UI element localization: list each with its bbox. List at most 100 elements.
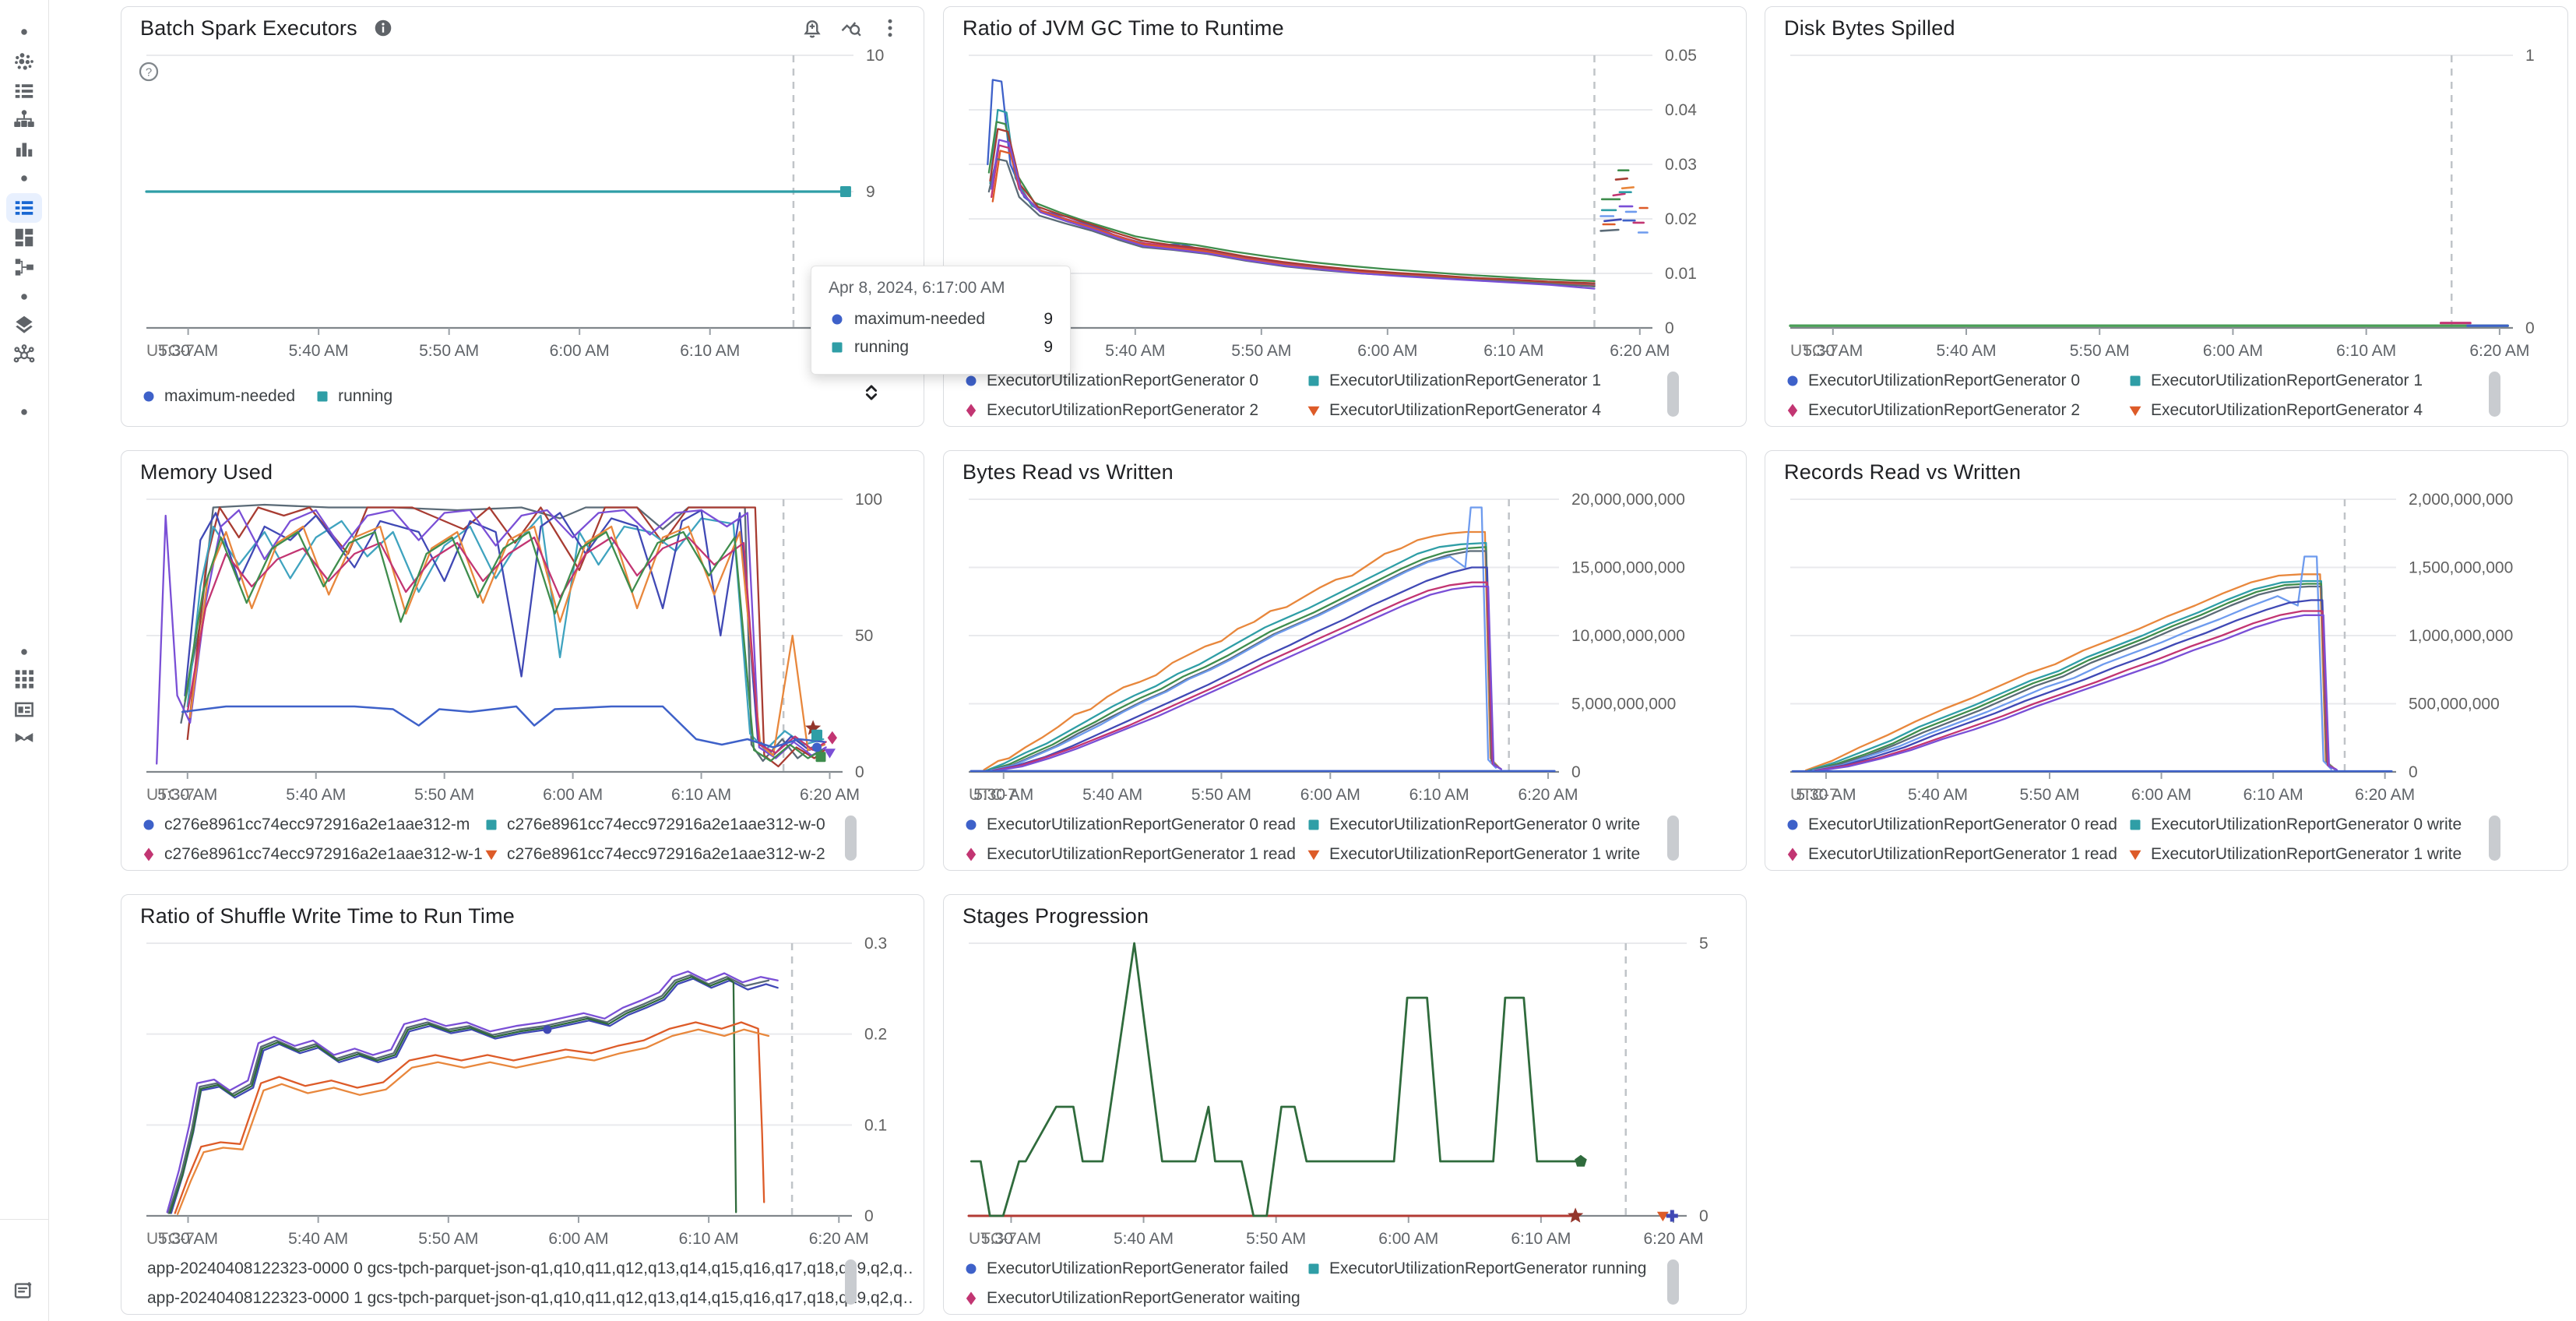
legend-label: app-20240408122323-0000 1 gcs-tpch-parqu…	[147, 1289, 915, 1307]
chart-plot-area[interactable]: 1 0 5:30 AM 5:40 AM 5:50 AM 6:00 AM 6:10 AM 6:2…	[1784, 47, 2550, 368]
legend-item[interactable]: ExecutorUtilizationReportGenerator 1 rea…	[962, 845, 1296, 864]
legend-item[interactable]: ExecutorUtilizationReportGenerator 1 wri…	[2127, 845, 2462, 864]
legend-item[interactable]: ExecutorUtilizationReportGenerator 1 rea…	[1784, 845, 2117, 864]
legend-expand-control[interactable]	[860, 381, 883, 408]
legend-item[interactable]: c276e8961cc74ecc972916a2e1aae312-w-0	[483, 815, 825, 834]
legend-item[interactable]: maximum-needed	[140, 387, 295, 406]
legend-item[interactable]: ExecutorUtilizationReportGenerator 0	[1784, 372, 2080, 390]
legend-item[interactable]: ExecutorUtilizationReportGenerator 4	[2127, 401, 2423, 420]
sidebar-item-list-selected[interactable]	[6, 193, 42, 223]
legend-scrollbar-thumb[interactable]	[1667, 815, 1679, 861]
more-vert-button[interactable]	[875, 13, 905, 43]
svg-text:UTC-7: UTC-7	[969, 786, 1017, 804]
sidebar-item-grid-squares[interactable]	[6, 664, 42, 693]
legend-item[interactable]: c276e8961cc74ecc972916a2e1aae312-m	[140, 815, 470, 834]
svg-text:0: 0	[855, 763, 864, 781]
sidebar-item-org-tree[interactable]	[6, 104, 42, 134]
sidebar-item-bowtie[interactable]	[6, 723, 42, 752]
legend-item[interactable]: app-20240408122323-0000 0 gcs-tpch-parqu…	[140, 1259, 915, 1278]
legend-row: ExecutorUtilizationReportGenerator 0 rea…	[962, 815, 1727, 836]
legend-item[interactable]: ExecutorUtilizationReportGenerator runni…	[1305, 1259, 1646, 1278]
svg-text:5:40 AM: 5:40 AM	[1082, 786, 1142, 804]
help-button[interactable]: ?	[137, 60, 160, 87]
legend-label: ExecutorUtilizationReportGenerator 1 rea…	[987, 845, 1296, 863]
legend-item[interactable]: app-20240408122323-0000 1 gcs-tpch-parqu…	[140, 1289, 915, 1308]
svg-text:5:50 AM: 5:50 AM	[2070, 342, 2130, 360]
legend-item[interactable]: ExecutorUtilizationReportGenerator faile…	[962, 1259, 1289, 1278]
legend-item[interactable]: ExecutorUtilizationReportGenerator 2	[962, 401, 1258, 420]
legend-scrollbar-thumb[interactable]	[2489, 815, 2500, 861]
legend-scrollbar-thumb[interactable]	[1667, 372, 1679, 417]
sidebar-item-dot[interactable]	[6, 397, 42, 427]
legend-item[interactable]: ExecutorUtilizationReportGenerator 1 wri…	[1305, 845, 1640, 864]
chart-canvas[interactable]: 2,000,000,000 1,500,000,000 1,000,000,000 5…	[1784, 491, 2550, 812]
sidebar-item-metrics-dots[interactable]	[6, 47, 42, 76]
legend-scrollbar-thumb[interactable]	[845, 1259, 857, 1305]
legend-label: ExecutorUtilizationReportGenerator 0	[987, 372, 1259, 389]
chart-legend: ExecutorUtilizationReportGenerator 0 Exec…	[962, 368, 1727, 424]
legend-item[interactable]: ExecutorUtilizationReportGenerator 0 wri…	[2127, 815, 2462, 834]
network-hub-icon	[13, 344, 35, 363]
sidebar-item-compose[interactable]	[6, 1276, 42, 1305]
sidebar-item-layers-diamond[interactable]	[6, 310, 42, 340]
legend-symbol-diamond	[1787, 847, 1798, 861]
chart-canvas[interactable]: 0.3 0.2 0.1 0 5:30 AM 5:40 AM 5:50 AM 6:00 AM 6:…	[140, 935, 906, 1256]
legend-item[interactable]: ExecutorUtilizationReportGenerator 1	[1305, 372, 1601, 390]
info-icon-button[interactable]	[368, 13, 398, 43]
legend-item[interactable]: ExecutorUtilizationReportGenerator waiti…	[962, 1289, 1300, 1308]
sidebar-item-card-view[interactable]	[6, 695, 42, 724]
sidebar-item-dashboard-blocks[interactable]	[6, 223, 42, 252]
legend-item[interactable]: ExecutorUtilizationReportGenerator 0 rea…	[1784, 815, 2117, 834]
chart-plot-area[interactable]: 10985:30 AM5:40 AM5:50 AM6:00 AM6:10 AM6…	[140, 47, 906, 368]
sidebar-item-dot[interactable]	[6, 164, 42, 193]
legend-item[interactable]: ExecutorUtilizationReportGenerator 0	[962, 372, 1258, 390]
sidebar-item-list[interactable]	[6, 76, 42, 106]
chart-plot-area[interactable]: 0.3 0.2 0.1 0 5:30 AM 5:40 AM 5:50 AM 6:00 AM 6:…	[140, 935, 906, 1256]
legend-symbol-circle	[966, 819, 977, 830]
chart-canvas[interactable]: 1 0 5:30 AM 5:40 AM 5:50 AM 6:00 AM 6:10 AM 6:2…	[1784, 47, 2550, 368]
legend-item[interactable]: ExecutorUtilizationReportGenerator 0 wri…	[1305, 815, 1640, 834]
chart-canvas[interactable]: 100 50 0 5:30 AM 5:40 AM 5:50 AM 6:00 AM 6:10 A…	[140, 491, 906, 812]
chart-plot-area[interactable]: 2,000,000,000 1,500,000,000 1,000,000,000 5…	[1784, 491, 2550, 812]
dot-icon	[21, 29, 27, 35]
svg-text:5:30 AM: 5:30 AM	[1796, 786, 1856, 804]
legend-symbol-circle	[143, 391, 154, 402]
chart-canvas[interactable]: 20,000,000,000 15,000,000,000 10,000,000,0…	[962, 491, 1729, 812]
chart-canvas[interactable]: 10985:30 AM5:40 AM5:50 AM6:00 AM6:10 AM6…	[140, 47, 906, 368]
legend-item[interactable]: running	[314, 387, 392, 406]
sidebar-item-dot[interactable]	[6, 282, 42, 312]
panel-bytes-read-written: Bytes Read vs Written 20,000,000,000 15,00…	[943, 450, 1747, 871]
legend-item[interactable]: ExecutorUtilizationReportGenerator 4	[1305, 401, 1601, 420]
legend-item[interactable]: ExecutorUtilizationReportGenerator 1	[2127, 372, 2423, 390]
legend-item[interactable]: c276e8961cc74ecc972916a2e1aae312-w-2	[483, 845, 825, 864]
legend-scrollbar-thumb[interactable]	[845, 815, 857, 861]
chart-plot-area[interactable]: 20,000,000,000 15,000,000,000 10,000,000,0…	[962, 491, 1729, 812]
legend-scrollbar-thumb[interactable]	[1667, 1259, 1679, 1305]
chart-plot-area[interactable]: 100 50 0 5:30 AM 5:40 AM 5:50 AM 6:00 AM 6:10 A…	[140, 491, 906, 812]
sidebar-item-network-hub[interactable]	[6, 340, 42, 369]
legend-label: ExecutorUtilizationReportGenerator 0 wri…	[1329, 815, 1641, 833]
legend-item[interactable]: c276e8961cc74ecc972916a2e1aae312-w-1	[140, 845, 483, 864]
compose-icon	[14, 1282, 32, 1298]
add-alert-button[interactable]	[797, 13, 827, 43]
sidebar-item-flow-tree[interactable]	[6, 252, 42, 282]
chart-canvas[interactable]: 5 0 5:30 AM 5:40 AM 5:50 AM 6:00 AM 6:10 AM 6:2…	[962, 935, 1729, 1256]
legend-item[interactable]: ExecutorUtilizationReportGenerator 0 rea…	[962, 815, 1296, 834]
explore-button[interactable]	[836, 13, 866, 43]
sidebar-item-dot[interactable]	[6, 17, 42, 47]
legend-symbol-square	[832, 342, 843, 353]
legend-item[interactable]: ExecutorUtilizationReportGenerator 2	[1784, 401, 2080, 420]
explore-icon	[841, 22, 861, 37]
legend-symbol-circle	[143, 819, 154, 830]
unfold-more-icon[interactable]	[860, 381, 883, 404]
legend-scrollbar-thumb[interactable]	[2489, 372, 2500, 417]
sidebar-item-dot[interactable]	[6, 637, 42, 667]
svg-text:5:40 AM: 5:40 AM	[1908, 786, 1968, 804]
sidebar-item-bar-chart[interactable]	[6, 134, 42, 164]
add-alert-icon	[804, 20, 821, 38]
svg-text:5:30 AM: 5:30 AM	[157, 786, 217, 804]
bowtie-icon	[15, 733, 33, 742]
chart-plot-area[interactable]: 5 0 5:30 AM 5:40 AM 5:50 AM 6:00 AM 6:10 AM 6:2…	[962, 935, 1729, 1256]
